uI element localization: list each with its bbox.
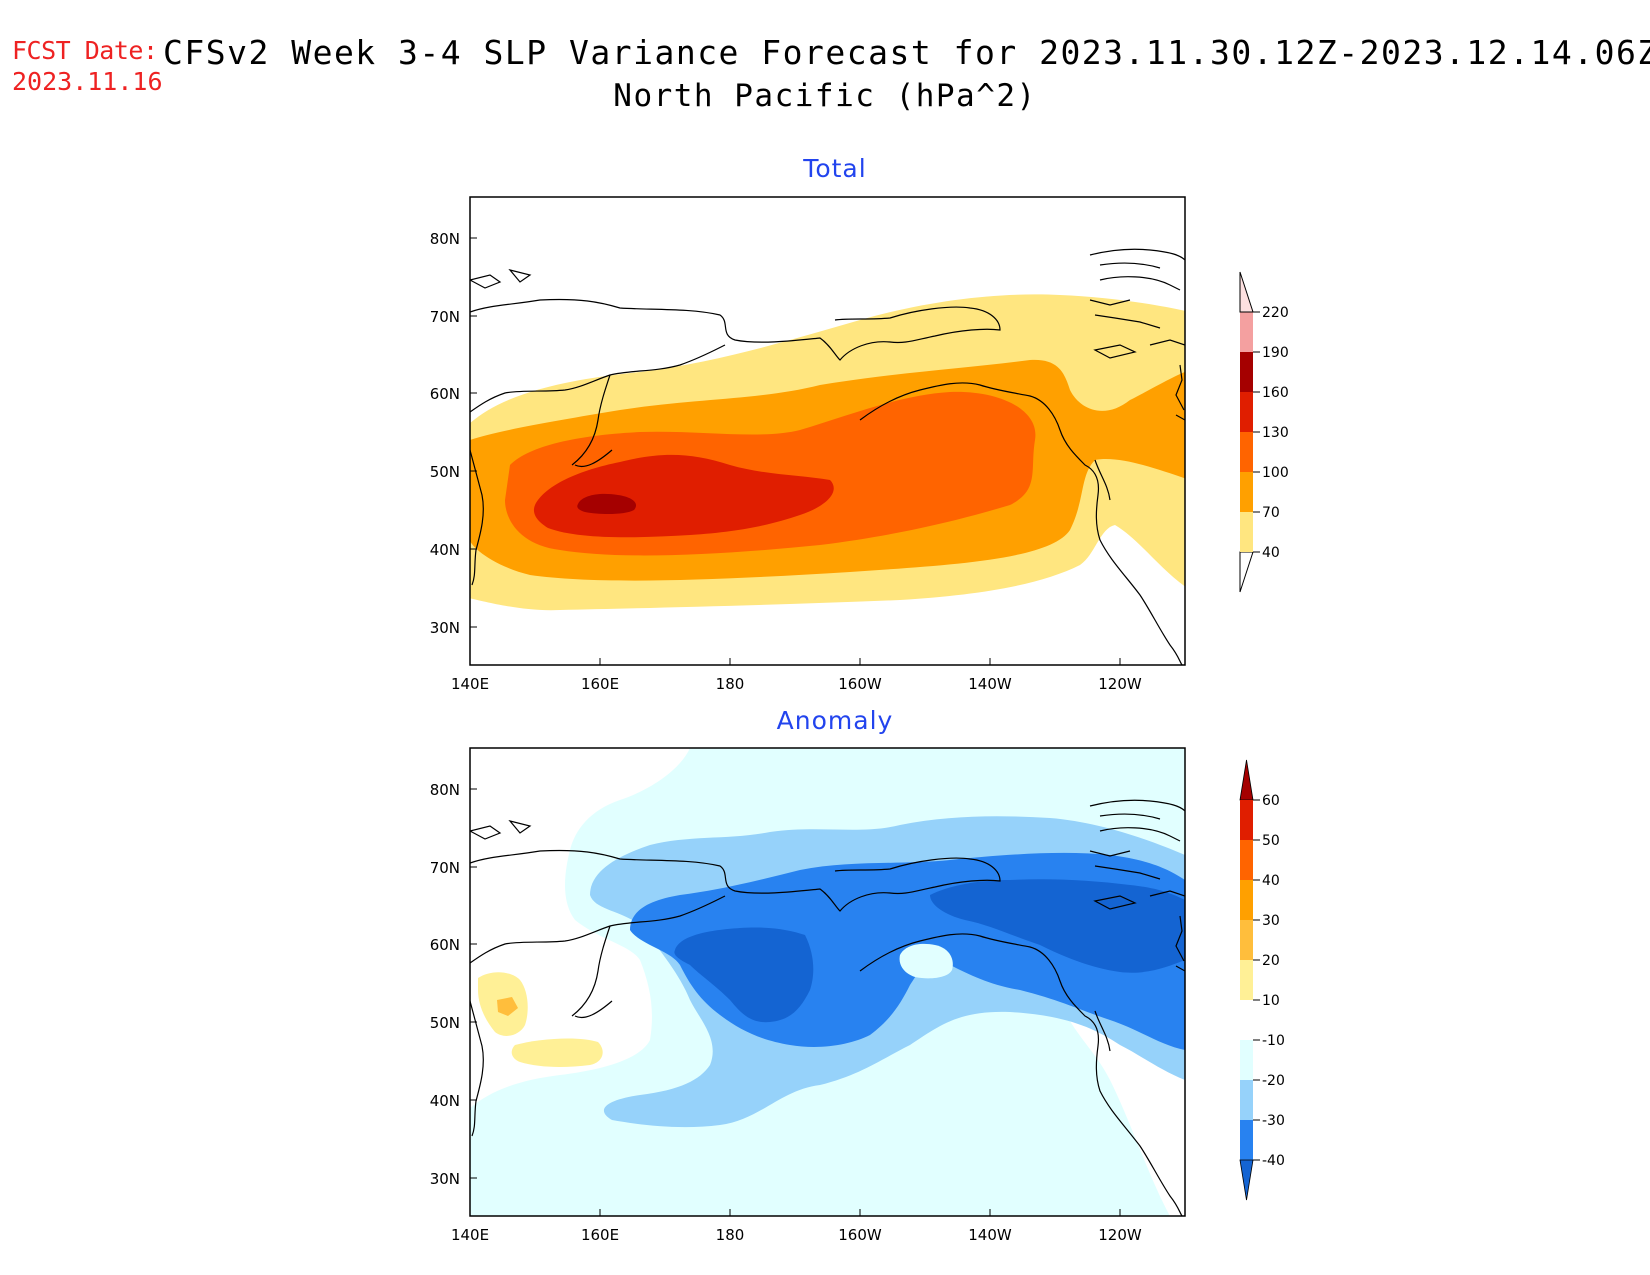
anomaly-level-m40-east (930, 879, 1185, 973)
anomaly-lat-tick-60n: 60N (430, 936, 460, 954)
total-lat-tick-80n: 80N (430, 230, 460, 248)
anomaly-lon-tick-140w: 140W (968, 1226, 1012, 1244)
anomaly-cb-label-m30: -30 (1262, 1113, 1285, 1129)
total-cb-label-130: 130 (1262, 425, 1289, 441)
total-cb-label-160: 160 (1262, 385, 1289, 401)
anomaly-lon-tick-160w: 160W (838, 1226, 882, 1244)
total-lon-axis: 140E 160E 180 160W 140W 120W (451, 658, 1142, 693)
total-cb-label-40: 40 (1262, 545, 1280, 561)
anomaly-cb-label-40: 40 (1262, 873, 1280, 889)
anomaly-lon-tick-140e: 140E (451, 1226, 489, 1244)
anomaly-cb-m20-m10 (1240, 1040, 1253, 1080)
anomaly-frame (469, 747, 1186, 1217)
map-title: CFSv2 Week 3-4 SLP Variance Forecast for… (163, 33, 1650, 72)
anomaly-cb-label-30: 30 (1262, 913, 1280, 929)
anomaly-lon-tick-120w: 120W (1098, 1226, 1142, 1244)
map-subtitle: North Pacific (hPa^2) (613, 78, 1037, 114)
total-lon-tick-140e: 140E (451, 675, 489, 693)
total-lat-tick-50n: 50N (430, 463, 460, 481)
total-cb-label-220: 220 (1262, 305, 1289, 321)
anomaly-cb-label-60: 60 (1262, 793, 1280, 809)
total-cb-label-190: 190 (1262, 345, 1289, 361)
total-cb-label-100: 100 (1262, 465, 1289, 481)
panel-title-anomaly: Anomaly (776, 706, 894, 735)
total-lat-tick-60n: 60N (430, 385, 460, 403)
total-lon-tick-160w: 160W (838, 675, 882, 693)
total-lat-axis: 80N 70N 60N 50N 40N 30N (430, 230, 477, 637)
total-lon-tick-160e: 160E (581, 675, 619, 693)
total-lon-tick-140w: 140W (968, 675, 1012, 693)
anomaly-lat-tick-50n: 50N (430, 1014, 460, 1032)
total-cb-160-190 (1240, 352, 1253, 392)
anomaly-cb-under-m40 (1239, 1159, 1254, 1201)
anomaly-lon-tick-160e: 160E (581, 1226, 619, 1244)
anomaly-lat-tick-40n: 40N (430, 1092, 460, 1110)
total-frame (469, 196, 1186, 666)
total-shading (470, 294, 1185, 611)
anomaly-lat-tick-30n: 30N (430, 1170, 460, 1188)
anomaly-coastlines (470, 799, 1185, 1216)
anomaly-cb-m30-m20 (1240, 1080, 1253, 1120)
total-lat-tick-70n: 70N (430, 308, 460, 326)
total-cb-130-160 (1240, 392, 1253, 432)
total-coastlines (470, 248, 1185, 665)
anomaly-lat-tick-70n: 70N (430, 859, 460, 877)
anomaly-lat-axis: 80N 70N 60N 50N 40N 30N (430, 781, 477, 1188)
total-colorbar: 40 70 100 130 160 190 220 (1239, 271, 1289, 593)
total-lon-tick-180: 180 (716, 675, 745, 693)
total-cb-190-220 (1240, 312, 1253, 352)
total-level-160 (577, 493, 637, 515)
total-cb-70-100 (1240, 472, 1253, 512)
anomaly-lon-axis: 140E 160E 180 160W 140W 120W (451, 1209, 1142, 1244)
panel-title-total: Total (803, 154, 867, 183)
total-cb-over-220 (1239, 271, 1254, 313)
fcst-date-value: 2023.11.16 (12, 67, 163, 96)
anomaly-cb-label-10: 10 (1262, 993, 1280, 1009)
total-level-130 (533, 454, 834, 538)
anomaly-cb-label-m10: -10 (1262, 1033, 1285, 1049)
total-cb-40-70 (1240, 512, 1253, 552)
total-lat-tick-30n: 30N (430, 619, 460, 637)
anomaly-cb-m10-10 (1240, 1000, 1253, 1040)
anomaly-cb-over-60 (1239, 759, 1254, 801)
anomaly-lat-tick-80n: 80N (430, 781, 460, 799)
anomaly-level-p20 (497, 997, 518, 1016)
total-lon-tick-120w: 120W (1098, 675, 1142, 693)
anomaly-cb-10-20 (1240, 960, 1253, 1000)
fcst-date-label: FCST Date: (12, 36, 158, 65)
anomaly-cb-50-60 (1240, 800, 1253, 840)
anomaly-shading (470, 748, 1185, 1216)
total-lat-tick-40n: 40N (430, 541, 460, 559)
anomaly-cb-label-50: 50 (1262, 833, 1280, 849)
anomaly-level-p10-b (511, 1038, 603, 1067)
anomaly-cb-40-50 (1240, 840, 1253, 880)
anomaly-colorbar: 60 50 40 30 20 10 -10 -20 -30 -40 (1239, 759, 1285, 1201)
anomaly-cb-m40-m30 (1240, 1120, 1253, 1160)
anomaly-cb-20-30 (1240, 920, 1253, 960)
anomaly-cb-label-20: 20 (1262, 953, 1280, 969)
anomaly-cb-30-40 (1240, 880, 1253, 920)
anomaly-weak-positive-center (899, 943, 953, 979)
total-cb-100-130 (1240, 432, 1253, 472)
total-cb-label-70: 70 (1262, 505, 1280, 521)
anomaly-cb-label-m20: -20 (1262, 1073, 1285, 1089)
anomaly-level-m40-west (674, 927, 814, 1023)
anomaly-cb-label-m40: -40 (1262, 1153, 1285, 1169)
anomaly-lon-tick-180: 180 (716, 1226, 745, 1244)
